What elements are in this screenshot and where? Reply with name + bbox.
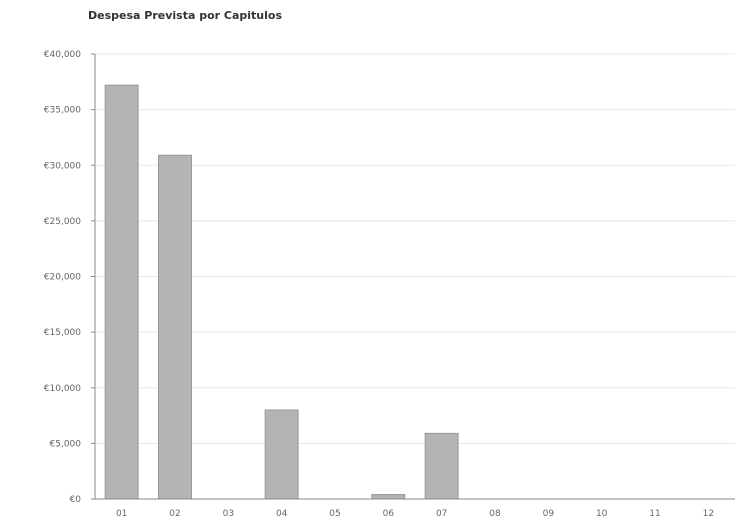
x-tick-label: 05 [329,509,340,519]
y-tick-label: €35,000 [44,106,81,116]
x-tick-label: 03 [223,509,234,519]
x-tick-label: 12 [703,509,714,519]
bar-04 [264,409,299,500]
y-tick-label: €10,000 [44,384,81,394]
bar-01 [104,84,139,500]
x-tick-label: 07 [436,509,447,519]
y-tick-label: €40,000 [44,50,81,60]
bar-06 [371,494,406,500]
y-tick-labels: €0 €5,000 €10,000 €15,000 €20,000 €25,000 €30,… [44,50,81,505]
bars [104,84,459,500]
y-tick-label: €25,000 [44,217,81,227]
x-tick-label: 06 [383,509,395,519]
bar-02 [158,154,192,500]
y-tick-label: €0 [70,495,82,505]
y-tick-label: €5,000 [50,439,82,449]
y-tick-label: €15,000 [44,328,81,338]
x-tick-label: 11 [649,509,660,519]
x-tick-label: 10 [596,509,608,519]
bar-07 [424,432,459,500]
chart-title: Despesa Prevista por Capitulos [88,9,283,22]
x-tick-label: 04 [276,509,288,519]
x-tick-labels: 01 02 03 04 05 06 07 08 09 10 11 12 [116,509,714,519]
x-tick-label: 01 [116,509,127,519]
x-tick-label: 09 [543,509,555,519]
x-tick-label: 08 [489,509,501,519]
gridlines [95,53,735,444]
y-tick-label: €20,000 [44,273,81,283]
axes [91,53,735,500]
x-tick-label: 02 [169,509,180,519]
y-tick-label: €30,000 [44,161,81,171]
